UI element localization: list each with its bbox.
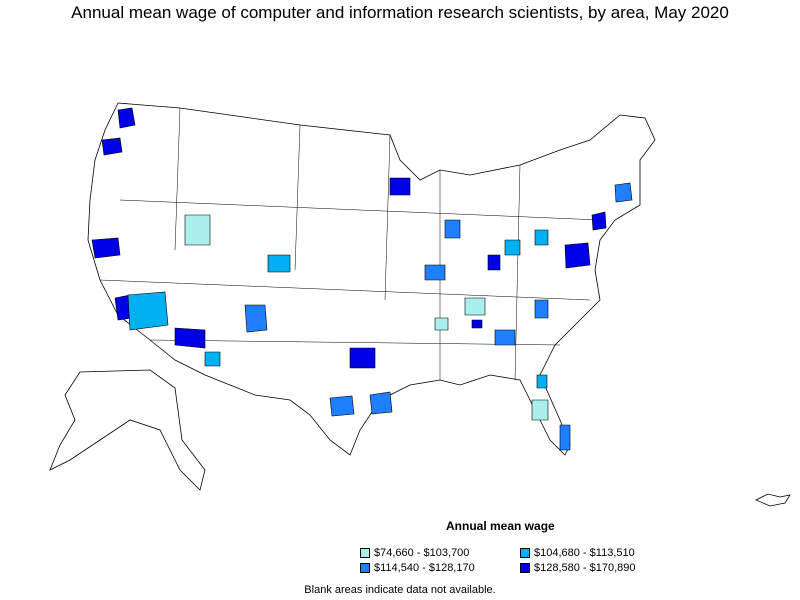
area-minneapolis [389, 177, 411, 196]
area-nyc [591, 211, 607, 231]
area-seattle [117, 107, 136, 129]
area-nashville [464, 297, 486, 316]
map-title: Annual mean wage of computer and informa… [71, 3, 729, 22]
area-southern-ca [127, 291, 169, 331]
legend-label-4: $128,580 - $170,890 [534, 562, 636, 574]
area-raleigh [534, 299, 549, 319]
area-memphis [434, 317, 449, 331]
area-houston [369, 391, 393, 415]
legend-swatch-1 [360, 548, 370, 558]
legend-item-1: $74,660 - $103,700 [360, 547, 469, 559]
area-cincinnati [504, 239, 521, 256]
area-denver [267, 254, 291, 273]
legend-swatch-4 [520, 563, 530, 573]
area-orlando [536, 374, 548, 389]
area-salt-lake [184, 214, 211, 246]
area-boston [614, 182, 633, 203]
legend-label-1: $74,660 - $103,700 [374, 547, 470, 559]
legend-item-2: $104,680 - $113,510 [520, 547, 635, 559]
area-columbus [487, 254, 501, 271]
legend-item-4: $128,580 - $170,890 [520, 562, 636, 574]
area-portland [101, 137, 123, 156]
blank-areas-note: Blank areas indicate data not available. [304, 584, 496, 596]
legend-swatch-2 [520, 548, 530, 558]
area-washington [564, 242, 591, 269]
legend-label-3: $114,540 - $128,170 [374, 562, 475, 574]
area-huntsville [471, 319, 483, 329]
area-stlouis [424, 264, 446, 281]
hawaii-islands [755, 493, 791, 507]
area-phoenix [174, 327, 206, 349]
area-pittsburgh [534, 229, 549, 246]
area-chicago [444, 219, 461, 239]
legend-label-2: $104,680 - $113,510 [534, 547, 635, 559]
area-tucson [204, 351, 221, 367]
contiguous-us-outline [87, 102, 656, 456]
legend-item-3: $114,540 - $128,170 [360, 562, 475, 574]
alaska-outline [49, 369, 206, 491]
area-dallas [349, 347, 376, 369]
area-atlanta [494, 329, 516, 346]
area-miami [559, 424, 571, 451]
area-tampa [531, 399, 549, 421]
area-sf [91, 237, 121, 259]
legend-swatch-3 [360, 563, 370, 573]
legend-title: Annual mean wage [446, 519, 555, 533]
area-albuquerque [244, 304, 268, 333]
area-san-antonio [329, 395, 355, 417]
